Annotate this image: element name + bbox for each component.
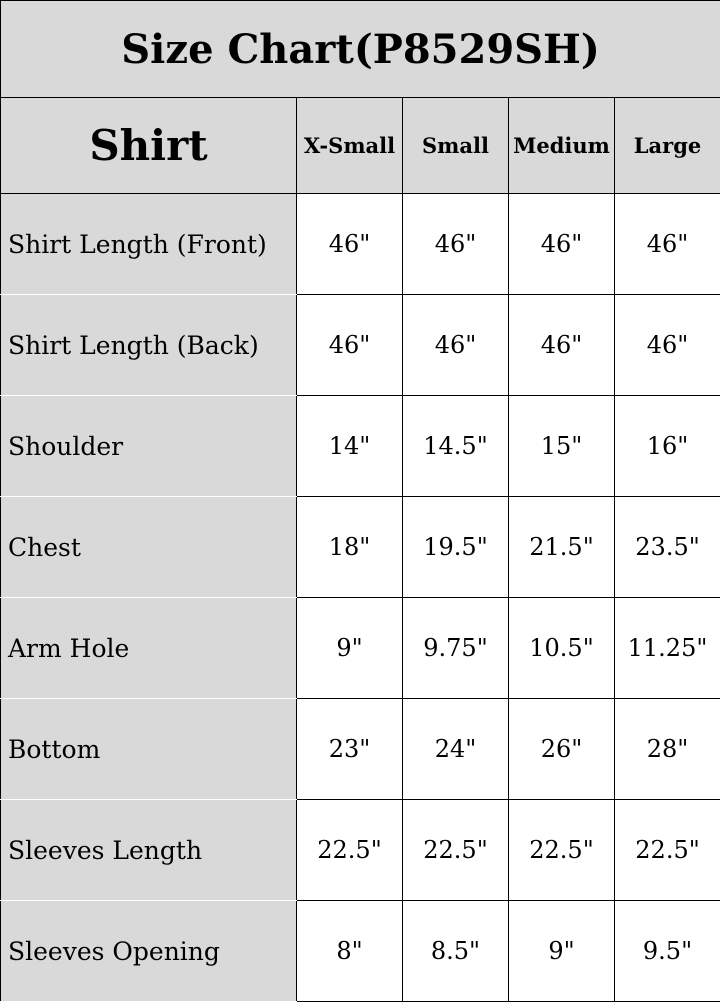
measurement-cell: 15" — [508, 395, 615, 497]
table-row: Arm Hole 9" 9.75" 10.5" 11.25" — [0, 597, 720, 699]
measurement-cell: 14" — [296, 395, 403, 497]
row-label: Shirt Length (Front) — [0, 193, 297, 295]
measurement-cell: 26" — [508, 698, 615, 800]
size-header: X-Small — [296, 97, 403, 194]
measurement-cell: 46" — [613, 193, 720, 295]
measurement-cell: 8" — [296, 900, 403, 1002]
section-heading: Shirt — [0, 97, 297, 194]
measurement-cell: 16" — [613, 395, 720, 497]
table-row: Shirt Length (Front) 46" 46" 46" 46" — [0, 193, 720, 295]
measurement-cell: 46" — [508, 294, 615, 396]
measurement-cell: 9.75" — [402, 597, 509, 699]
table-row: Bottom 23" 24" 26" 28" — [0, 698, 720, 800]
header-row: Shirt X-Small Small Medium Large — [0, 97, 720, 194]
measurement-cell: 9" — [296, 597, 403, 699]
row-label: Arm Hole — [0, 597, 297, 699]
measurement-cell: 8.5" — [402, 900, 509, 1002]
table-row: Sleeves Opening 8" 8.5" 9" 9.5" — [0, 900, 720, 1002]
measurement-cell: 10.5" — [508, 597, 615, 699]
measurement-cell: 22.5" — [508, 799, 615, 901]
measurement-cell: 9" — [508, 900, 615, 1002]
row-label: Chest — [0, 496, 297, 598]
measurement-cell: 22.5" — [613, 799, 720, 901]
size-header: Large — [613, 97, 720, 194]
measurement-cell: 9.5" — [613, 900, 720, 1002]
chart-title: Size Chart(P8529SH) — [0, 0, 720, 98]
measurement-cell: 24" — [402, 698, 509, 800]
measurement-cell: 18" — [296, 496, 403, 598]
row-label: Sleeves Length — [0, 799, 297, 901]
measurement-cell: 28" — [613, 698, 720, 800]
size-header: Medium — [508, 97, 615, 194]
row-label: Shoulder — [0, 395, 297, 497]
size-header: Small — [402, 97, 509, 194]
measurement-cell: 23" — [296, 698, 403, 800]
table-row: Shirt Length (Back) 46" 46" 46" 46" — [0, 294, 720, 396]
measurement-cell: 21.5" — [508, 496, 615, 598]
measurement-cell: 22.5" — [402, 799, 509, 901]
row-label: Shirt Length (Back) — [0, 294, 297, 396]
measurement-cell: 46" — [402, 193, 509, 295]
measurement-cell: 23.5" — [613, 496, 720, 598]
measurement-cell: 46" — [508, 193, 615, 295]
row-label: Sleeves Opening — [0, 900, 297, 1002]
measurement-cell: 46" — [402, 294, 509, 396]
row-label: Bottom — [0, 698, 297, 800]
table-row: Shoulder 14" 14.5" 15" 16" — [0, 395, 720, 497]
measurement-cell: 46" — [613, 294, 720, 396]
measurement-cell: 14.5" — [402, 395, 509, 497]
measurement-cell: 46" — [296, 294, 403, 396]
table-row: Chest 18" 19.5" 21.5" 23.5" — [0, 496, 720, 598]
measurement-cell: 22.5" — [296, 799, 403, 901]
table-row: Sleeves Length 22.5" 22.5" 22.5" 22.5" — [0, 799, 720, 901]
measurement-cell: 11.25" — [613, 597, 720, 699]
measurement-cell: 19.5" — [402, 496, 509, 598]
measurement-cell: 46" — [296, 193, 403, 295]
